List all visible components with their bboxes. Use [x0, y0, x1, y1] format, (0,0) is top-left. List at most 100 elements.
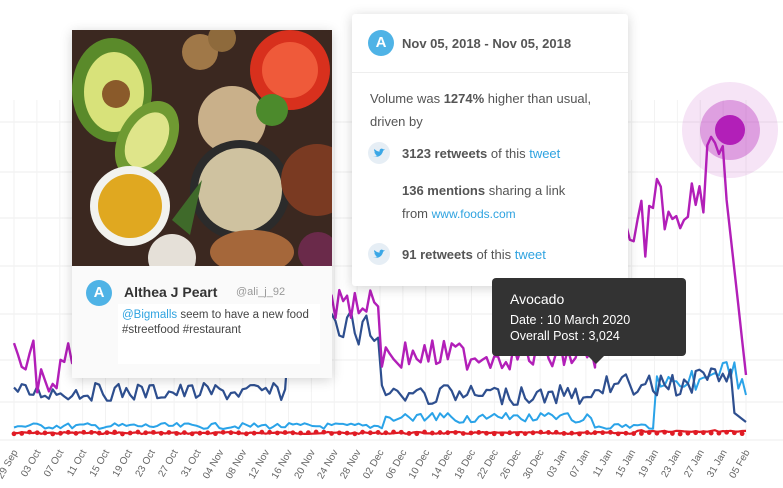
series-point-red — [468, 430, 474, 436]
x-tick-label: 03 Oct — [19, 448, 43, 479]
x-tick-label: 07 Oct — [42, 448, 66, 479]
series-point-red — [166, 430, 172, 435]
x-tick-label: 04 Nov — [201, 448, 226, 481]
series-point-red — [298, 430, 304, 436]
series-point-red — [282, 430, 288, 435]
series-point-red — [127, 430, 133, 436]
series-line-light-blue — [13, 361, 747, 430]
x-tick-label: 30 Dec — [521, 448, 546, 481]
series-point-red — [476, 430, 482, 435]
series-point-red — [724, 429, 730, 435]
series-point-red — [654, 430, 660, 436]
series-point-red — [243, 431, 249, 437]
from-line: from www.foods.com — [402, 206, 516, 221]
series-point-red — [81, 429, 87, 435]
post-text-box: @Bigmalls seem to have a new food #stree… — [118, 304, 320, 364]
series-point-red — [290, 430, 296, 436]
x-tick-label: 14 Dec — [430, 448, 455, 481]
peak-marker[interactable] — [682, 82, 778, 178]
x-tick-label: 23 Jan — [659, 448, 684, 480]
x-tick-label: 16 Nov — [270, 448, 295, 481]
series-point-red — [197, 430, 203, 436]
series-point-red — [251, 430, 257, 436]
series-point-red — [700, 430, 706, 436]
series-point-red — [445, 430, 451, 436]
series-point-red — [321, 429, 327, 435]
x-tick-label: 31 Oct — [179, 448, 203, 479]
tweet-link-2[interactable]: tweet — [514, 247, 546, 262]
mention-link[interactable]: @Bigmalls — [122, 309, 178, 321]
series-point-red — [367, 430, 373, 436]
series-point-red — [577, 431, 582, 437]
x-tick-label: 06 Dec — [384, 448, 409, 481]
series-point-red — [708, 430, 714, 436]
series-point-red — [220, 429, 226, 435]
x-tick-label: 29 Sep — [0, 448, 21, 481]
series-point-red — [19, 431, 25, 436]
tweet-link-1[interactable]: tweet — [529, 146, 561, 161]
post-card[interactable]: A Althea J Peart @ali_j_92 @Bigmalls see… — [72, 30, 332, 378]
avatar: A — [86, 280, 112, 306]
series-point-red — [58, 430, 63, 436]
series-point-red — [739, 431, 745, 437]
x-tick-label: 26 Dec — [498, 448, 523, 481]
post-author[interactable]: Althea J Peart — [124, 284, 218, 300]
series-point-red — [716, 430, 722, 436]
series-point-red — [259, 429, 265, 435]
series-point-red — [731, 430, 737, 436]
series-point-red — [27, 429, 32, 435]
series-point-red — [515, 431, 520, 437]
series-point-red — [360, 429, 365, 435]
series-point-red — [212, 431, 218, 437]
series-point-red — [522, 431, 528, 437]
avatar: A — [368, 30, 394, 56]
series-point-red — [182, 430, 187, 436]
foods-link[interactable]: www.foods.com — [431, 207, 516, 221]
series-point-red — [120, 431, 125, 437]
series-point-red — [329, 431, 334, 436]
x-tick-label: 27 Jan — [682, 448, 707, 480]
series-point-red — [631, 431, 637, 436]
series-point-red — [639, 431, 644, 436]
series-point-red — [491, 431, 497, 437]
tooltip-date: Date : 10 March 2020 — [510, 313, 631, 327]
series-point-red — [143, 430, 149, 436]
x-tick-label: 28 Nov — [338, 448, 363, 481]
series-point-red — [507, 430, 513, 436]
series-point-red — [569, 430, 575, 436]
tooltip-title: Avocado — [510, 291, 565, 307]
series-point-red — [391, 429, 396, 435]
series-point-red — [546, 430, 551, 435]
series-point-red — [646, 430, 652, 435]
series-point-red — [135, 429, 141, 435]
series-point-red — [584, 430, 590, 435]
series-point-red — [375, 430, 381, 435]
series-point-red — [352, 431, 358, 437]
x-tick-label: 15 Jan — [614, 448, 639, 480]
x-tick-label: 19 Oct — [111, 448, 135, 479]
x-tick-label: 11 Oct — [65, 448, 89, 479]
series-point-red — [437, 430, 443, 435]
series-point-red — [615, 431, 621, 437]
series-point-red — [429, 430, 435, 436]
x-tick-label: 27 Oct — [156, 448, 180, 479]
x-tick-label: 22 Dec — [476, 448, 501, 481]
series-point-red — [151, 429, 156, 435]
series-point-red — [530, 430, 536, 436]
volume-pct: 1274% — [443, 91, 485, 106]
series-point-red — [313, 429, 319, 435]
series-point-red — [600, 430, 606, 436]
series-point-red — [460, 431, 466, 436]
series-point-red — [553, 429, 559, 435]
x-tick-label: 08 Nov — [224, 448, 249, 481]
twitter-icon — [368, 243, 390, 265]
x-tick-label: 02 Dec — [361, 448, 386, 481]
series-point-red — [96, 430, 102, 436]
series-point-red — [398, 429, 404, 435]
post-footer: A Althea J Peart @ali_j_92 @Bigmalls see… — [72, 266, 332, 378]
series-point-red — [65, 429, 71, 435]
series-point-red — [484, 430, 489, 436]
series-point-red — [236, 430, 242, 436]
post-text: @Bigmalls seem to have a new food #stree… — [122, 308, 318, 338]
series-point-red — [406, 431, 412, 436]
